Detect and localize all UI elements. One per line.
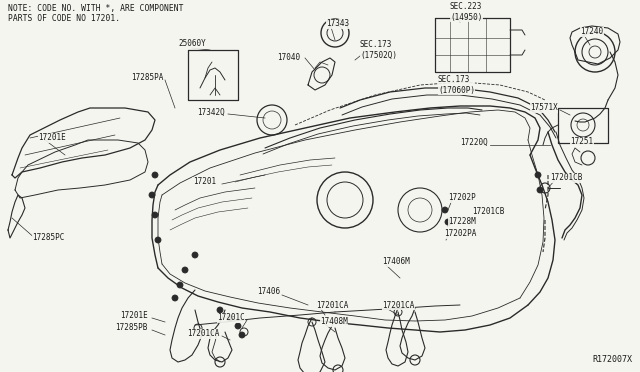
- Text: 17406: 17406: [257, 288, 280, 296]
- Text: NOTE: CODE NO. WITH *, ARE COMPONENT: NOTE: CODE NO. WITH *, ARE COMPONENT: [8, 4, 184, 13]
- Circle shape: [217, 307, 223, 313]
- Circle shape: [442, 207, 448, 213]
- Text: 17285PB: 17285PB: [116, 324, 148, 333]
- Text: 17201E: 17201E: [120, 311, 148, 321]
- Text: 17040: 17040: [277, 54, 300, 62]
- Text: 25060Y: 25060Y: [178, 39, 206, 48]
- Circle shape: [537, 187, 543, 193]
- Circle shape: [152, 212, 158, 218]
- Text: PARTS OF CODE NO 17201.: PARTS OF CODE NO 17201.: [8, 14, 120, 23]
- Circle shape: [149, 192, 155, 198]
- Circle shape: [445, 219, 451, 225]
- Circle shape: [192, 252, 198, 258]
- Text: 17201E: 17201E: [38, 134, 66, 142]
- Text: 17571X: 17571X: [531, 103, 558, 112]
- Text: 17220Q: 17220Q: [460, 138, 488, 147]
- Text: 17201CB: 17201CB: [472, 208, 504, 217]
- Text: 17201CA: 17201CA: [188, 330, 220, 339]
- Text: SEC.223
(14950): SEC.223 (14950): [450, 2, 483, 22]
- Text: R172007X: R172007X: [592, 355, 632, 364]
- Text: 17240: 17240: [580, 28, 603, 36]
- Circle shape: [235, 323, 241, 329]
- Circle shape: [172, 295, 178, 301]
- Circle shape: [155, 237, 161, 243]
- Text: 17228M: 17228M: [448, 218, 476, 227]
- Text: 17201C: 17201C: [217, 314, 245, 323]
- Text: 17202PA: 17202PA: [444, 230, 476, 238]
- Circle shape: [152, 172, 158, 178]
- Circle shape: [227, 315, 233, 321]
- Text: 17343: 17343: [326, 19, 349, 29]
- Circle shape: [177, 282, 183, 288]
- Circle shape: [182, 267, 188, 273]
- Text: 17285PC: 17285PC: [32, 234, 65, 243]
- Text: 17201CB: 17201CB: [550, 173, 582, 183]
- Text: 17342Q: 17342Q: [197, 108, 225, 116]
- Text: 17201CA: 17201CA: [316, 301, 348, 310]
- Text: 17251: 17251: [570, 138, 593, 147]
- Text: 17201: 17201: [193, 177, 216, 186]
- Text: 17202P: 17202P: [448, 193, 476, 202]
- Text: 17406M: 17406M: [382, 257, 410, 266]
- Circle shape: [535, 172, 541, 178]
- Text: SEC.173
(17502Q): SEC.173 (17502Q): [360, 40, 397, 60]
- Text: 17285PA: 17285PA: [131, 74, 163, 83]
- Circle shape: [239, 332, 245, 338]
- Text: 17201CA: 17201CA: [382, 301, 414, 310]
- Text: 17408M: 17408M: [320, 317, 348, 327]
- Text: SEC.173
(17060P): SEC.173 (17060P): [438, 75, 475, 95]
